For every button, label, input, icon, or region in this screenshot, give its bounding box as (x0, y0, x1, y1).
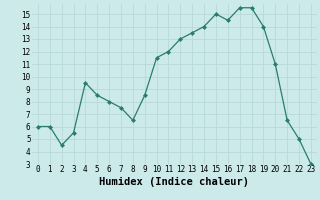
X-axis label: Humidex (Indice chaleur): Humidex (Indice chaleur) (100, 177, 249, 187)
